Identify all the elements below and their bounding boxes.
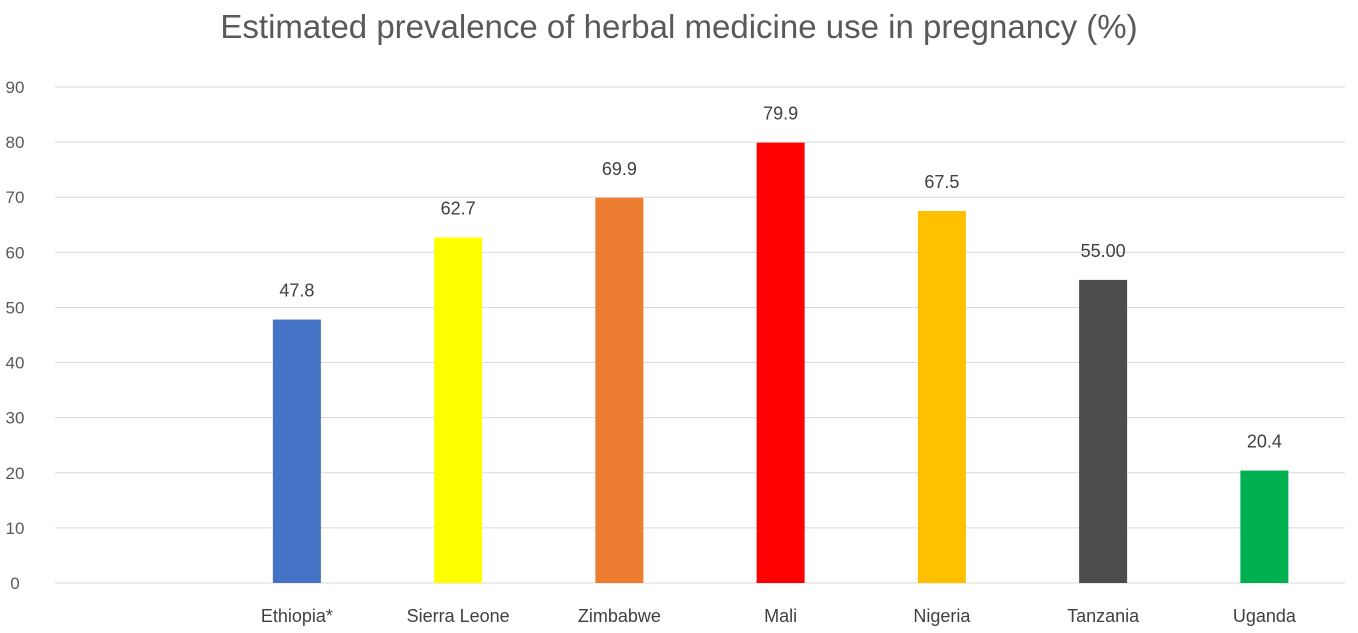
x-tick-label: Ethiopia* [261, 606, 333, 626]
y-tick-label: 40 [6, 354, 25, 373]
data-label: 69.9 [602, 159, 637, 179]
bar [434, 237, 483, 583]
x-tick-label: Tanzania [1067, 606, 1140, 626]
y-tick-label: 70 [6, 188, 25, 207]
y-tick-label: 20 [6, 464, 25, 483]
bar [756, 142, 805, 583]
y-tick-label: 50 [6, 298, 25, 317]
y-tick-label: 30 [6, 409, 25, 428]
x-tick-label: Mali [764, 606, 797, 626]
bar [272, 319, 321, 583]
bar [1079, 279, 1128, 583]
data-label: 79.9 [763, 104, 798, 124]
x-tick-label: Zimbabwe [578, 606, 661, 626]
data-label: 62.7 [441, 198, 476, 218]
y-tick-label: 90 [6, 78, 25, 97]
data-label: 47.8 [279, 281, 314, 301]
data-label: 20.4 [1247, 432, 1282, 452]
x-tick-label: Sierra Leone [407, 606, 510, 626]
chart-title: Estimated prevalence of herbal medicine … [220, 8, 1138, 45]
data-label: 55.00 [1081, 241, 1126, 261]
y-tick-label: 10 [6, 519, 25, 538]
x-tick-label: Nigeria [913, 606, 971, 626]
bar [595, 197, 644, 584]
y-tick-label: 60 [6, 243, 25, 262]
y-tick-label: 0 [10, 574, 19, 593]
data-label: 67.5 [924, 172, 959, 192]
y-tick-label: 80 [6, 133, 25, 152]
bar [1240, 470, 1289, 583]
x-tick-label: Uganda [1233, 606, 1297, 626]
bar [917, 211, 966, 583]
